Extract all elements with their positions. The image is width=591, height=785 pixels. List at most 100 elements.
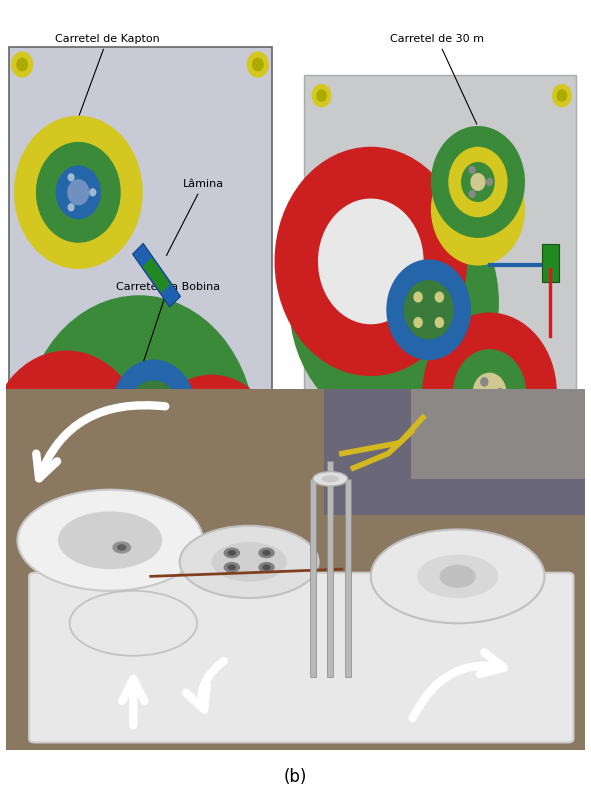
Polygon shape: [304, 75, 576, 597]
Circle shape: [454, 350, 525, 436]
Circle shape: [473, 374, 506, 412]
Circle shape: [312, 85, 331, 107]
Circle shape: [54, 414, 63, 425]
Circle shape: [82, 429, 92, 440]
Circle shape: [263, 551, 270, 555]
Circle shape: [431, 155, 524, 265]
Circle shape: [404, 281, 453, 339]
Circle shape: [481, 400, 488, 407]
Circle shape: [139, 418, 147, 428]
Circle shape: [275, 148, 466, 375]
Circle shape: [423, 313, 556, 472]
Circle shape: [160, 418, 168, 428]
Circle shape: [252, 58, 263, 71]
Circle shape: [414, 318, 422, 327]
Text: Lâmina: Lâmina: [167, 179, 223, 255]
Circle shape: [15, 116, 142, 268]
Text: Carretel de Kapton: Carretel de Kapton: [55, 34, 160, 115]
Circle shape: [312, 568, 331, 590]
Circle shape: [557, 90, 567, 101]
Ellipse shape: [322, 475, 339, 483]
FancyBboxPatch shape: [9, 47, 272, 621]
Circle shape: [469, 191, 475, 197]
Circle shape: [259, 563, 274, 572]
Circle shape: [118, 545, 126, 550]
Circle shape: [71, 463, 80, 474]
Circle shape: [248, 52, 268, 77]
Circle shape: [113, 542, 131, 553]
Circle shape: [431, 126, 524, 237]
Circle shape: [317, 90, 326, 101]
Circle shape: [440, 565, 475, 587]
Circle shape: [129, 381, 178, 439]
Circle shape: [139, 392, 147, 402]
Text: Carretel de 60 m: Carretel de 60 m: [396, 458, 490, 586]
Ellipse shape: [180, 526, 319, 598]
Ellipse shape: [417, 555, 498, 598]
Circle shape: [0, 351, 145, 538]
Circle shape: [290, 178, 498, 427]
Circle shape: [228, 565, 235, 569]
Circle shape: [259, 548, 274, 557]
Bar: [345, 479, 350, 677]
Ellipse shape: [70, 591, 197, 655]
Text: Vista Isométrica: Vista Isométrica: [385, 639, 508, 655]
Bar: [324, 389, 585, 515]
Circle shape: [208, 466, 215, 475]
Ellipse shape: [18, 490, 203, 591]
Bar: [327, 461, 333, 677]
Bar: [549, 268, 551, 338]
Circle shape: [224, 563, 239, 572]
Text: Base Giratória: Base Giratória: [316, 534, 395, 583]
Bar: [143, 257, 170, 293]
Bar: [132, 243, 180, 307]
Circle shape: [414, 292, 422, 302]
Ellipse shape: [58, 511, 163, 569]
Circle shape: [462, 162, 494, 201]
Text: Carretel de 30 m: Carretel de 30 m: [391, 34, 485, 124]
Circle shape: [17, 58, 27, 71]
Circle shape: [224, 548, 239, 557]
Ellipse shape: [212, 542, 287, 582]
Circle shape: [263, 565, 270, 569]
Circle shape: [197, 455, 204, 462]
Circle shape: [319, 199, 423, 323]
FancyBboxPatch shape: [6, 389, 585, 750]
Circle shape: [557, 574, 567, 585]
Circle shape: [90, 189, 96, 195]
Circle shape: [23, 296, 255, 572]
Circle shape: [174, 414, 249, 503]
Circle shape: [12, 52, 33, 77]
Circle shape: [68, 174, 74, 181]
Circle shape: [553, 568, 571, 590]
Circle shape: [68, 180, 89, 205]
Circle shape: [317, 574, 326, 585]
Circle shape: [37, 143, 120, 242]
Circle shape: [553, 85, 571, 107]
FancyBboxPatch shape: [29, 573, 573, 743]
Ellipse shape: [313, 472, 348, 486]
Circle shape: [469, 166, 475, 173]
Circle shape: [56, 166, 100, 218]
Circle shape: [12, 591, 33, 615]
Circle shape: [142, 375, 281, 541]
Circle shape: [436, 292, 443, 302]
Ellipse shape: [371, 529, 544, 623]
Circle shape: [481, 378, 488, 386]
Circle shape: [228, 551, 235, 555]
Circle shape: [112, 360, 195, 460]
Circle shape: [486, 178, 492, 185]
Bar: [411, 389, 585, 479]
Circle shape: [449, 148, 507, 217]
Circle shape: [387, 260, 470, 360]
Circle shape: [471, 173, 485, 190]
Circle shape: [194, 437, 229, 479]
Circle shape: [68, 204, 74, 210]
Text: (a): (a): [284, 677, 307, 696]
Circle shape: [17, 597, 27, 610]
Circle shape: [252, 597, 263, 610]
Circle shape: [248, 591, 268, 615]
Circle shape: [219, 455, 225, 462]
Text: Vista Superior: Vista Superior: [89, 639, 196, 655]
Circle shape: [25, 395, 108, 495]
